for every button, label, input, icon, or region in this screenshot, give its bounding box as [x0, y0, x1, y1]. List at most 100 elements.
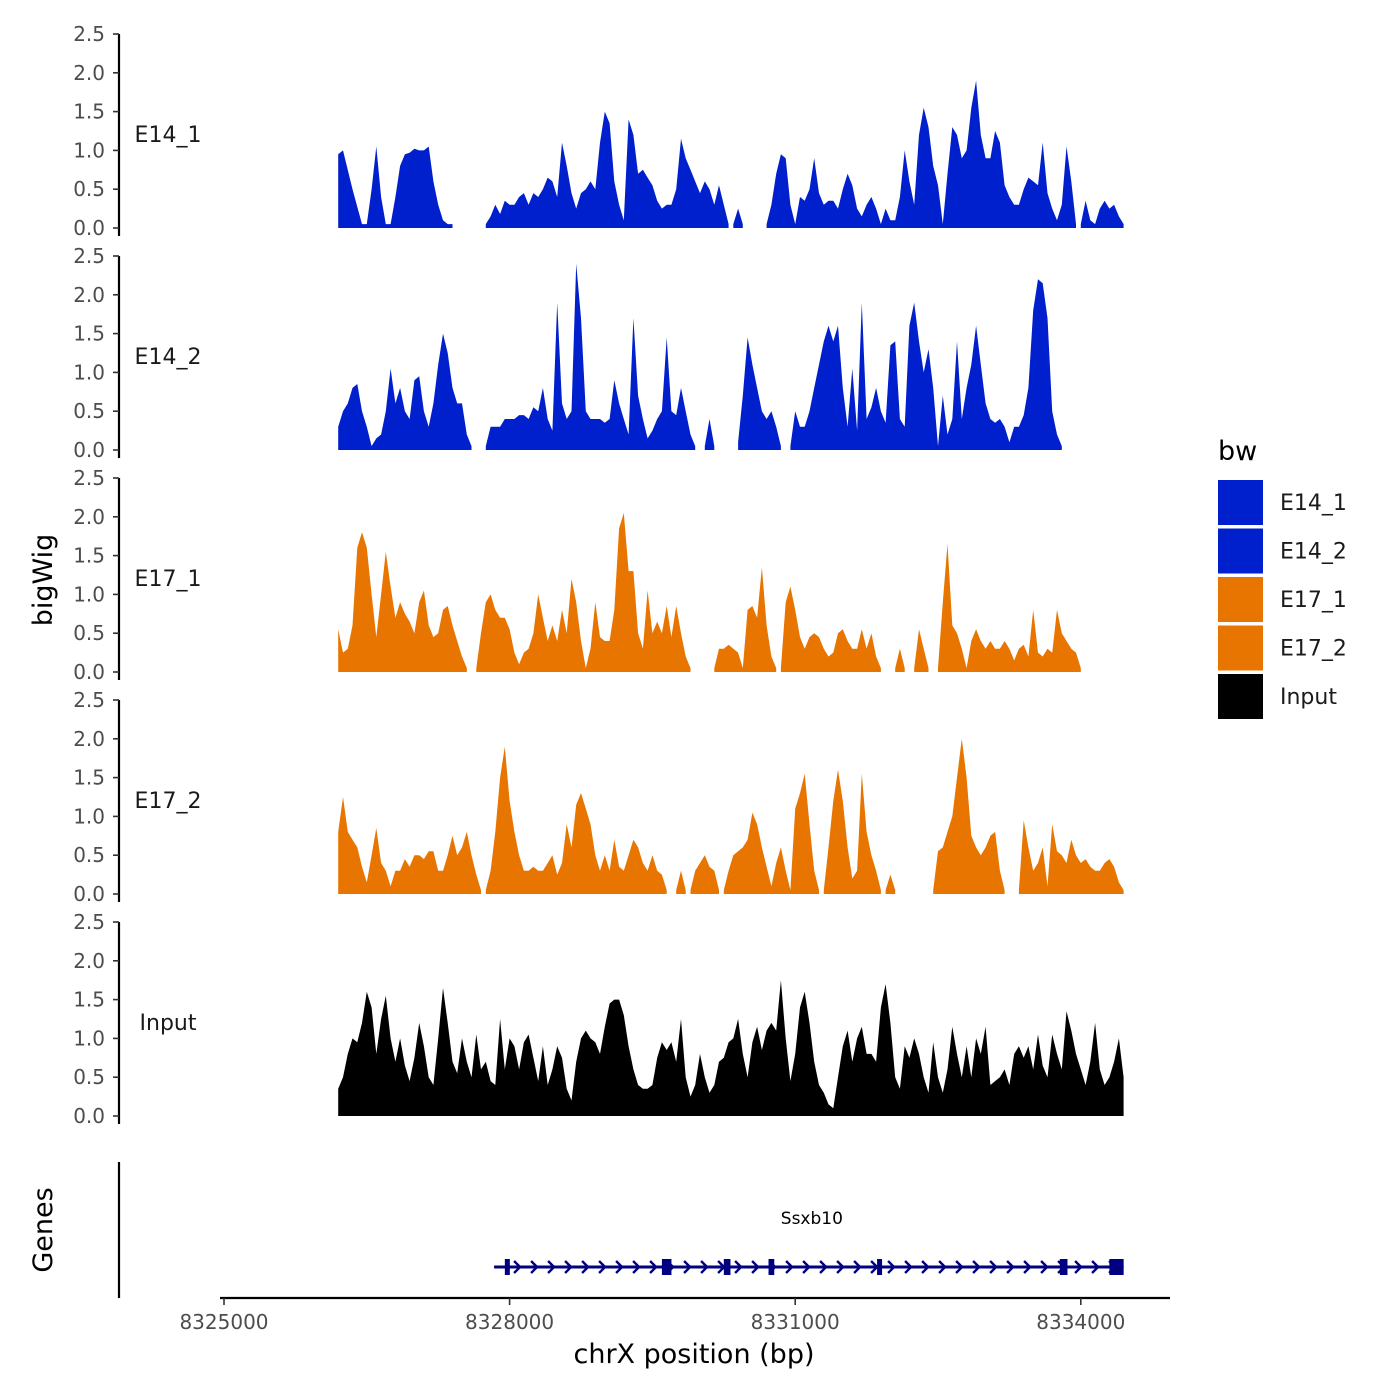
- coverage-area: [338, 333, 472, 450]
- y-tick-label: 1.5: [73, 988, 105, 1012]
- strand-arrow: [615, 1260, 624, 1274]
- y-tick-label: 2.5: [73, 22, 105, 46]
- coverage-area: [338, 980, 1124, 1116]
- strand-arrow: [819, 1260, 828, 1274]
- track-e14_2: 0.0 0.5 1.0 1.5 2.0 2.5 E14_2: [73, 244, 1062, 462]
- y-tick-label: 1.0: [73, 138, 105, 162]
- strand-arrow: [1040, 1260, 1049, 1274]
- strand-arrow: [802, 1260, 811, 1274]
- y-tick-label: 0.0: [73, 216, 105, 240]
- y-tick-label: 0.5: [73, 621, 105, 645]
- y-tick-label: 0.0: [73, 660, 105, 684]
- strand-arrow: [989, 1260, 998, 1274]
- x-tick-label: 8328000: [465, 1310, 554, 1334]
- strand-arrow: [785, 1260, 794, 1274]
- y-tick-label: 1.5: [73, 322, 105, 346]
- y-tick-label: 2.5: [73, 910, 105, 934]
- coverage-area: [766, 80, 1076, 228]
- strand-arrow: [1091, 1260, 1100, 1274]
- legend-label: E17_2: [1280, 637, 1347, 662]
- strand-arrow: [564, 1260, 573, 1274]
- track-e17_2: 0.0 0.5 1.0 1.5 2.0 2.5 E17_2: [73, 688, 1124, 906]
- gene-ssxb10: Ssxb10: [494, 1209, 1124, 1275]
- legend-swatch: [1218, 480, 1263, 525]
- legend-label: E14_1: [1280, 491, 1347, 516]
- strand-arrow: [938, 1260, 947, 1274]
- genes-axis-title: Genes: [28, 1187, 59, 1272]
- coverage-area: [485, 746, 667, 894]
- coverage-area: [338, 532, 467, 672]
- track-e14_1: 0.0 0.5 1.0 1.5 2.0 2.5 E14_1: [73, 22, 1124, 240]
- track-e17_1: 0.0 0.5 1.0 1.5 2.0 2.5 E17_1: [73, 466, 1081, 684]
- coverage-area: [485, 263, 696, 450]
- coverage-area: [676, 870, 686, 894]
- coverage-area: [1080, 200, 1124, 228]
- strand-arrow: [1023, 1260, 1032, 1274]
- coverage-area: [790, 279, 1062, 450]
- legend-swatch: [1218, 625, 1263, 671]
- exon: [877, 1259, 883, 1275]
- coverage-area: [895, 648, 905, 672]
- y-tick-label: 2.0: [73, 505, 105, 529]
- exon: [1059, 1259, 1068, 1275]
- x-axis-title: chrX position (bp): [573, 1339, 814, 1370]
- y-tick-label: 1.0: [73, 360, 105, 384]
- coverage-area: [738, 337, 781, 450]
- coverage-area: [338, 797, 481, 894]
- y-tick-label: 2.5: [73, 244, 105, 268]
- exon: [504, 1259, 510, 1275]
- legend-label: E14_2: [1280, 540, 1347, 565]
- coverage-area: [704, 419, 715, 450]
- strand-arrow: [513, 1260, 522, 1274]
- x-tick-label: 8334000: [1036, 1310, 1125, 1334]
- y-axis-title: bigWig: [28, 534, 59, 627]
- x-tick-label: 8331000: [751, 1310, 840, 1334]
- track-label: Input: [140, 1011, 197, 1036]
- strand-arrow: [904, 1260, 913, 1274]
- y-tick-label: 2.0: [73, 61, 105, 85]
- strand-arrow: [734, 1260, 743, 1274]
- y-tick-label: 0.0: [73, 882, 105, 906]
- y-tick-label: 0.0: [73, 1104, 105, 1128]
- strand-arrow: [683, 1260, 692, 1274]
- legend-title: bw: [1218, 436, 1257, 467]
- strand-arrow: [632, 1260, 641, 1274]
- coverage-area: [714, 567, 777, 672]
- strand-arrow: [700, 1260, 709, 1274]
- coverage-area: [885, 874, 896, 894]
- track-input: 0.0 0.5 1.0 1.5 2.0 2.5 Input: [73, 910, 1124, 1128]
- track-label: E17_1: [135, 567, 202, 592]
- strand-arrow: [1006, 1260, 1015, 1274]
- y-tick-label: 0.5: [73, 843, 105, 867]
- strand-arrow: [547, 1260, 556, 1274]
- y-tick-label: 1.5: [73, 766, 105, 790]
- legend-swatch: [1218, 528, 1263, 574]
- exon: [661, 1259, 672, 1275]
- y-tick-label: 0.5: [73, 399, 105, 423]
- y-tick-label: 1.5: [73, 544, 105, 568]
- y-tick-label: 1.5: [73, 100, 105, 124]
- coverage-tracks: 0.0 0.5 1.0 1.5 2.0 2.5 E14_1 0.0 0.5 1.0 1.5 2.0 2.…: [73, 22, 1124, 1128]
- legend-label: E17_1: [1280, 588, 1347, 613]
- coverage-area: [476, 512, 691, 672]
- strand-arrow: [751, 1260, 760, 1274]
- coverage-area: [780, 586, 881, 672]
- y-tick-label: 1.0: [73, 582, 105, 606]
- coverage-area: [933, 738, 1005, 894]
- y-tick-label: 0.0: [73, 438, 105, 462]
- coverage-area: [723, 773, 819, 894]
- exon: [1109, 1259, 1124, 1275]
- x-tick-label: 8325000: [179, 1310, 268, 1334]
- y-tick-label: 2.5: [73, 688, 105, 712]
- y-tick-label: 0.5: [73, 1065, 105, 1089]
- genes-panel: Genes Ssxb10: [28, 1162, 1124, 1298]
- exon: [768, 1259, 775, 1275]
- coverage-area: [938, 544, 1081, 672]
- strand-arrow: [581, 1260, 590, 1274]
- exon: [723, 1259, 731, 1275]
- strand-arrow: [649, 1260, 658, 1274]
- coverage-area: [733, 208, 743, 228]
- coverage-area: [1018, 820, 1124, 894]
